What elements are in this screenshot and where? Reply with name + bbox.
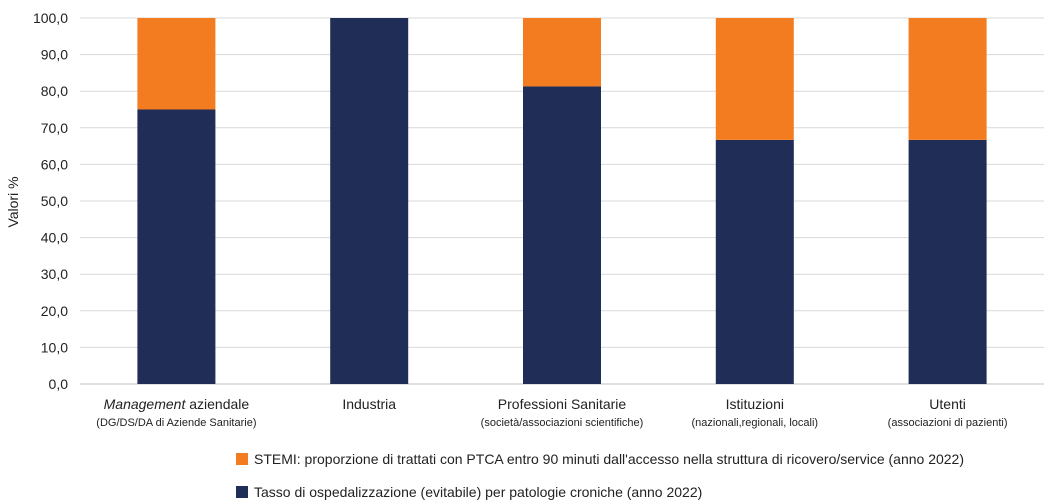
x-category-sublabel: (DG/DS/DA di Aziende Sanitarie) [96,417,256,429]
legend-swatch-ospedalizzazione [236,486,248,498]
x-category-label: Management aziendale [104,396,250,412]
y-tick-label: 80,0 [41,83,68,99]
bar-segment-ospedalizzazione [908,139,987,384]
x-category-label: Professioni Sanitarie [498,396,627,412]
bar-segment-stemi [137,18,216,110]
y-tick-label: 20,0 [41,303,68,319]
x-category-label: Istituzioni [726,396,784,412]
y-tick-label: 60,0 [41,156,68,172]
y-tick-label: 40,0 [41,230,68,246]
y-tick-label: 0,0 [49,376,69,392]
x-category-label-italic: Management [104,396,187,412]
y-tick-label: 90,0 [41,47,68,63]
legend-label-ospedalizzazione: Tasso di ospedalizzazione (evitabile) pe… [254,484,703,500]
bars [137,18,987,384]
x-category-sublabel: (associazioni di pazienti) [888,417,1008,429]
bar-segment-ospedalizzazione [330,18,409,384]
y-tick-label: 50,0 [41,193,68,209]
bar-segment-ospedalizzazione [715,139,794,384]
bar-segment-ospedalizzazione [523,86,601,384]
x-category-label: Industria [342,396,396,412]
bar-segment-ospedalizzazione [137,109,216,384]
y-tick-label: 100,0 [33,10,68,26]
x-category-label: Utenti [929,396,966,412]
bar-segment-stemi [715,18,794,140]
x-category-label-text: Utenti [929,396,966,412]
y-axis-title: Valori % [5,176,21,227]
x-category-labels: Management aziendale (DG/DS/DA di Aziende… [96,396,1007,429]
y-tick-label: 10,0 [41,339,68,355]
legend-swatch-stemi [236,453,248,465]
x-category-label-text: Professioni Sanitarie [498,396,627,412]
x-category-sublabel: (società/associazioni scientifiche) [481,417,644,429]
legend-item-ospedalizzazione: Tasso di ospedalizzazione (evitabile) pe… [236,484,702,500]
y-tick-labels: 0,0 10,0 20,0 30,0 40,0 50,0 60,0 70,0 80,0 90,0 1… [33,10,68,392]
x-category-sublabel: (nazionali,regionali, locali) [692,417,819,429]
bar-segment-stemi [908,18,987,140]
legend-label-stemi: STEMI: proporzione di trattati con PTCA … [254,451,965,467]
y-tick-label: 70,0 [41,120,68,136]
legend-item-stemi: STEMI: proporzione di trattati con PTCA … [236,451,964,467]
x-category-label-text: aziendale [185,396,249,412]
bar-segment-stemi [523,18,601,87]
x-category-label-text: Industria [342,396,396,412]
y-tick-label: 30,0 [41,266,68,282]
x-category-label-text: Istituzioni [726,396,784,412]
